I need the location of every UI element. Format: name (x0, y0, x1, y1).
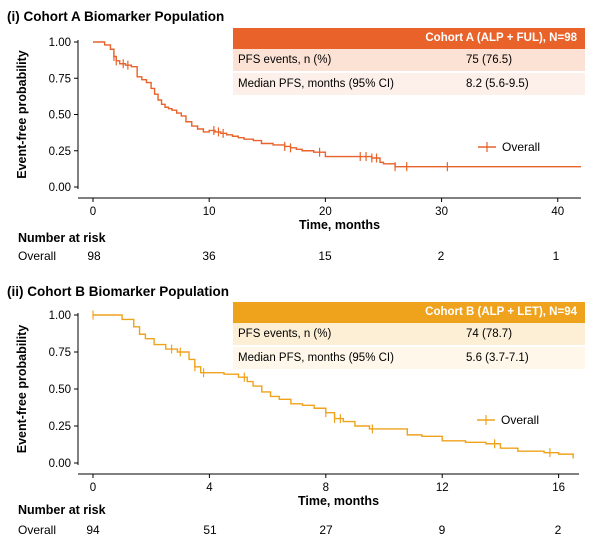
stats-row-label: PFS events, n (%) (238, 54, 332, 66)
km-plot-cohort-a: 0.00 0.25 0.50 0.75 1.00 0 10 20 30 40 Time, month… (15, 37, 581, 232)
stats-row-median-pfs: Median PFS, months (95% CI) 5.6 (3.7-7.1… (233, 347, 585, 369)
x-tick-label: 40 (551, 206, 564, 218)
stats-row-value: 5.6 (3.7-7.1) (466, 352, 529, 364)
y-tick-label: 0.50 (49, 384, 71, 396)
y-axis-title: Event-free probability (15, 50, 29, 179)
y-tick-label: 1.00 (49, 310, 71, 322)
stats-table-header: Cohort B (ALP + LET), N=94 (233, 302, 585, 323)
panel-title: (ii) Cohort B Biomarker Population (7, 284, 230, 299)
stats-table-cohort-a: Cohort A (ALP + FUL), N=98 PFS events, n… (233, 28, 585, 95)
x-axis-title: Time, months (299, 218, 380, 232)
y-tick-label: 0.50 (49, 110, 71, 122)
risk-value: 51 (203, 523, 217, 537)
x-tick-label: 12 (436, 482, 449, 494)
stats-row-label: Median PFS, months (95% CI) (238, 352, 394, 364)
x-tick-label: 30 (435, 206, 448, 218)
risk-value: 1 (552, 249, 560, 263)
risk-row-label: Overall (18, 523, 57, 537)
stats-row-value: 75 (76.5) (466, 54, 513, 66)
y-tick-label: 0.75 (49, 347, 71, 359)
km-plot-cohort-b: 0.00 0.25 0.50 0.75 1.00 0 4 8 12 16 Time, months E… (15, 310, 579, 508)
stats-table-cohort-b: Cohort B (ALP + LET), N=94 PFS events, n… (233, 302, 585, 369)
x-tick-label: 10 (203, 206, 216, 218)
survival-curve (93, 41, 581, 168)
legend-label: Overall (501, 413, 539, 427)
x-tick-label: 4 (206, 482, 213, 494)
stats-row-value: 74 (78.7) (466, 328, 513, 340)
risk-value: 9 (438, 523, 446, 537)
risk-value: 2 (437, 249, 445, 263)
risk-value: 94 (86, 523, 100, 537)
y-tick-label: 0.00 (49, 182, 71, 194)
x-tick-label: 0 (90, 482, 96, 494)
x-tick-label: 16 (552, 482, 565, 494)
legend-label: Overall (502, 140, 540, 154)
row-divider (233, 345, 585, 347)
y-tick-label: 0.75 (49, 73, 71, 85)
stats-row-label: Median PFS, months (95% CI) (238, 78, 394, 90)
survival-curve (93, 314, 574, 459)
risk-value: 2 (554, 523, 562, 537)
stats-row-value: 8.2 (5.6-9.5) (466, 78, 529, 90)
stats-table-header: Cohort A (ALP + FUL), N=98 (233, 28, 585, 49)
risk-value: 36 (202, 249, 216, 263)
y-tick-label: 1.00 (49, 37, 71, 49)
stats-row-label: PFS events, n (%) (238, 328, 332, 340)
x-tick-label: 20 (319, 206, 332, 218)
x-tick-label: 0 (90, 206, 96, 218)
risk-value: 15 (318, 249, 332, 263)
stats-row-median-pfs: Median PFS, months (95% CI) 8.2 (5.6-9.5… (233, 73, 585, 95)
x-axis-title: Time, months (298, 494, 379, 508)
risk-value: 98 (87, 249, 101, 263)
x-tick-label: 8 (323, 482, 329, 494)
y-tick-label: 0.00 (49, 458, 71, 470)
risk-row-label: Overall (18, 249, 57, 263)
panel-cohort-a: (i) Cohort A Biomarker Population 0.00 0.… (7, 9, 585, 263)
row-divider (233, 71, 585, 73)
y-tick-label: 0.25 (49, 421, 71, 433)
risk-table-heading: Number at risk (18, 503, 106, 517)
panel-title: (i) Cohort A Biomarker Population (7, 9, 225, 24)
stats-row-pfs-events: PFS events, n (%) 75 (76.5) (233, 49, 585, 71)
risk-table-heading: Number at risk (18, 231, 106, 245)
panel-cohort-b: (ii) Cohort B Biomarker Population 0.00 0… (0, 275, 595, 550)
risk-value: 27 (319, 523, 333, 537)
y-tick-label: 0.25 (49, 146, 71, 158)
y-axis-title: Event-free probability (15, 325, 29, 454)
stats-row-pfs-events: PFS events, n (%) 74 (78.7) (233, 323, 585, 345)
